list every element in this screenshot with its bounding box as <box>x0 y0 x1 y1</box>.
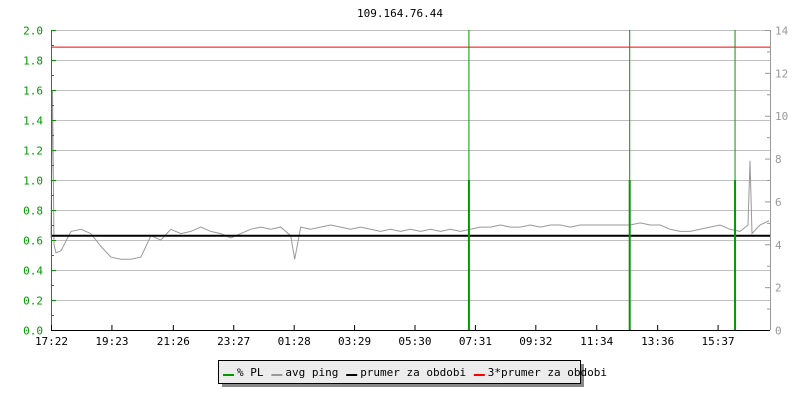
left-tick-label: 1.6 <box>23 85 43 98</box>
legend: % PL avg ping prumer za obdobi 3*prumer za … <box>218 360 607 387</box>
right-tick-label: 12 <box>775 67 788 80</box>
left-tick-label: 2.0 <box>23 25 43 38</box>
left-tick-label: 0.2 <box>23 295 43 308</box>
x-tick-label: 09:32 <box>519 335 552 348</box>
right-tick-label: 14 <box>775 25 789 38</box>
left-tick-label: 1.2 <box>23 145 43 158</box>
legend-box <box>218 360 581 384</box>
left-tick-label: 1.4 <box>23 115 43 128</box>
axes: 0.0 0.2 0.4 0.6 0.8 1.0 1.2 1.4 1.6 1.8 2.0 0 2 4 6 8 10… <box>23 25 788 349</box>
legend-label: % PL <box>237 366 264 379</box>
legend-label: prumer za obdobi <box>360 366 466 379</box>
x-tick-label: 19:23 <box>95 335 128 348</box>
right-tick-label: 4 <box>775 239 782 252</box>
left-tick-label: 0.8 <box>23 205 43 218</box>
x-tick-label: 11:34 <box>580 335 613 348</box>
x-tick-label: 01:28 <box>278 335 311 348</box>
x-tick-label: 15:37 <box>702 335 735 348</box>
x-tick-label: 03:29 <box>338 335 371 348</box>
right-tick-label: 0 <box>775 325 782 338</box>
x-tick-label: 05:30 <box>398 335 431 348</box>
x-tick-label: 23:27 <box>217 335 250 348</box>
chart-title: 109.164.76.44 <box>357 7 443 20</box>
left-tick-label: 0.0 <box>23 325 43 338</box>
legend-label: 3*prumer za obdobi <box>488 366 607 379</box>
left-tick-label: 1.0 <box>23 175 43 188</box>
left-tick-label: 0.4 <box>23 265 43 278</box>
right-tick-label: 2 <box>775 282 782 295</box>
grid <box>51 30 770 301</box>
x-tick-label: 21:26 <box>157 335 190 348</box>
x-tick-label: 17:22 <box>35 335 68 348</box>
left-tick-label: 0.6 <box>23 235 43 248</box>
avg-ping-line <box>50 89 770 260</box>
left-tick-label: 1.8 <box>23 55 43 68</box>
right-tick-label: 6 <box>775 196 782 209</box>
right-tick-label: 8 <box>775 153 782 166</box>
right-tick-label: 10 <box>775 110 788 123</box>
legend-label: avg ping <box>285 366 338 379</box>
chart-marks <box>50 30 770 330</box>
x-tick-label: 13:36 <box>641 335 674 348</box>
x-tick-label: 07:31 <box>459 335 492 348</box>
